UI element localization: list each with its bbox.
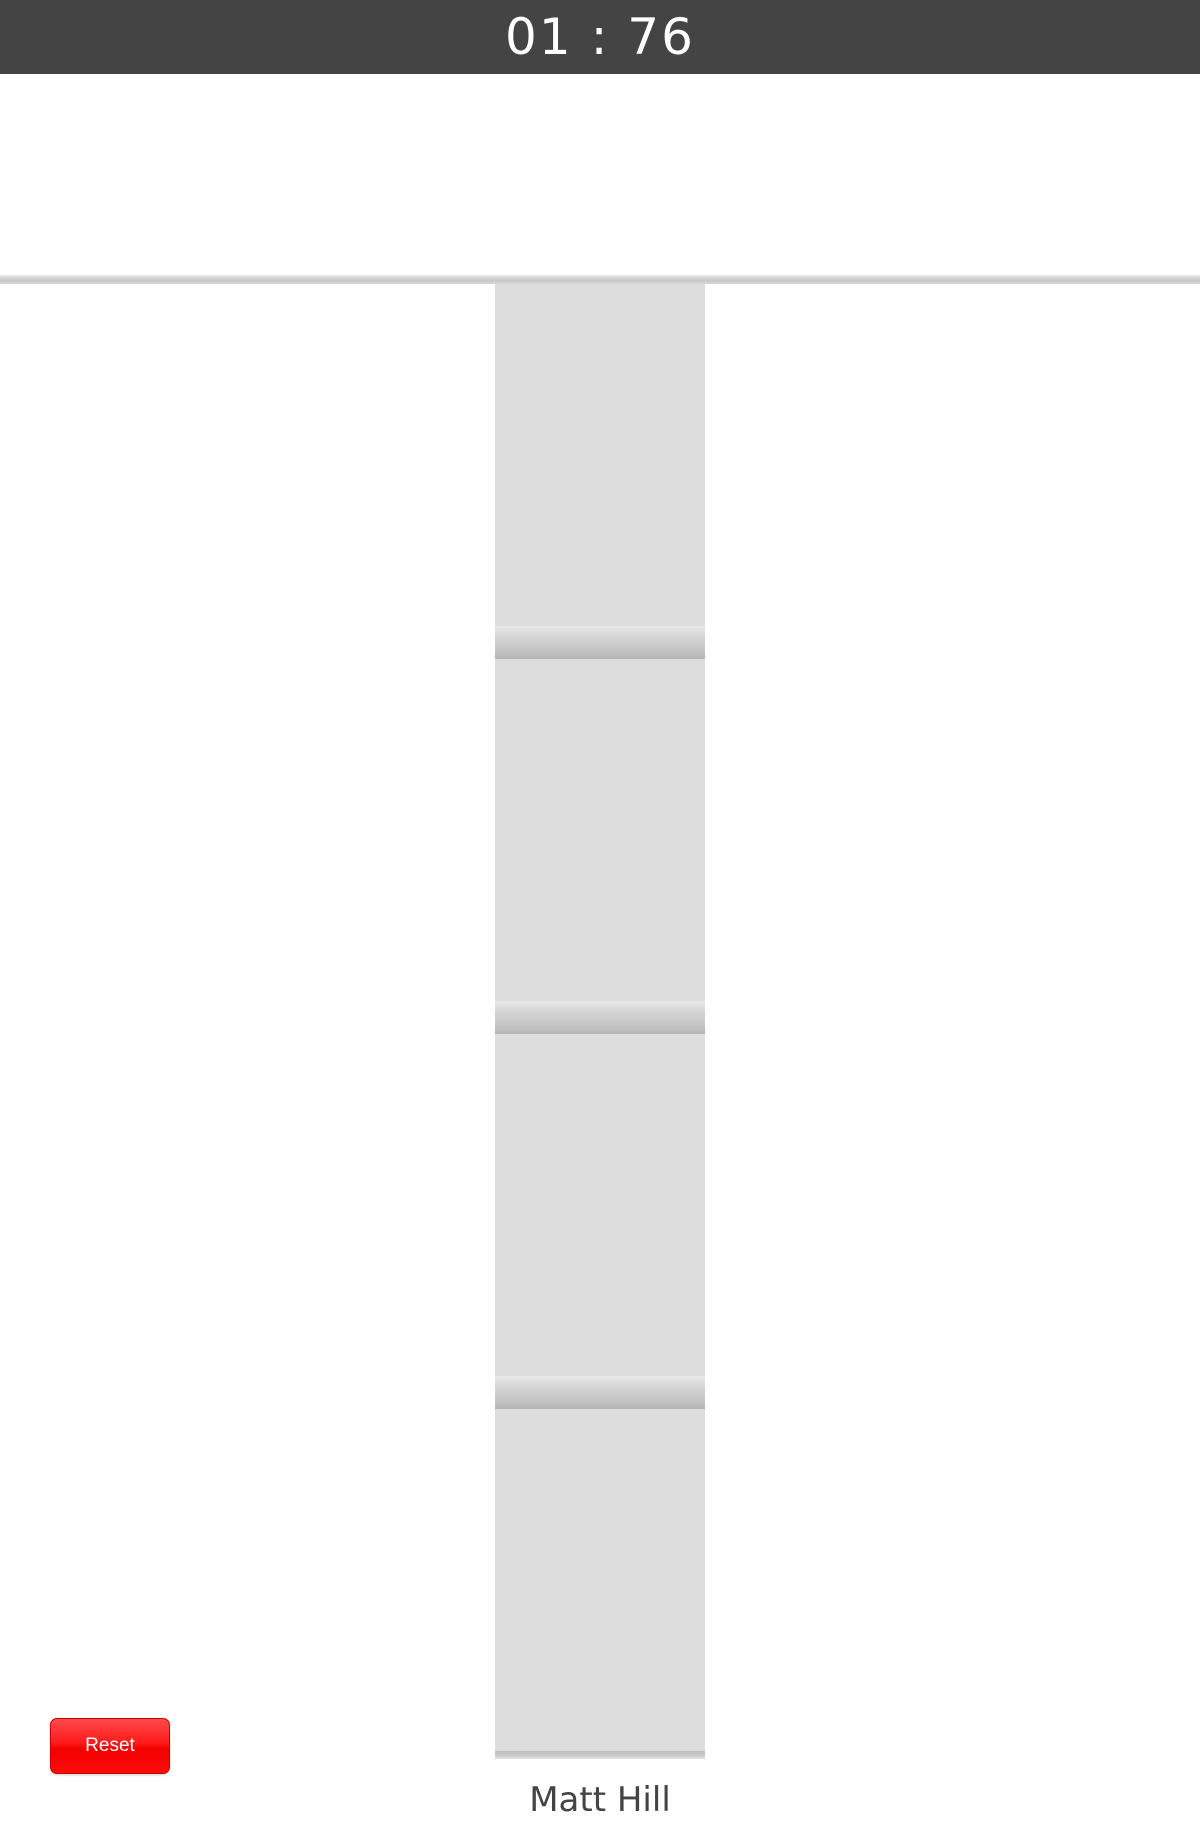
block-stack xyxy=(495,284,705,1759)
reset-button[interactable]: Reset xyxy=(50,1718,170,1774)
timer-display: 01 : 76 xyxy=(505,8,695,66)
block-separator xyxy=(495,1001,705,1034)
stack-block[interactable] xyxy=(495,659,705,1001)
stack-block[interactable] xyxy=(495,1034,705,1376)
block-separator xyxy=(495,1376,705,1409)
timer-bar: 01 : 76 xyxy=(0,0,1200,74)
stack-block[interactable] xyxy=(495,1409,705,1751)
stack-block[interactable] xyxy=(495,284,705,626)
block-separator xyxy=(495,626,705,659)
stack-base xyxy=(495,1751,705,1759)
author-credit: Matt Hill xyxy=(529,1780,671,1820)
top-rail xyxy=(0,275,1200,284)
